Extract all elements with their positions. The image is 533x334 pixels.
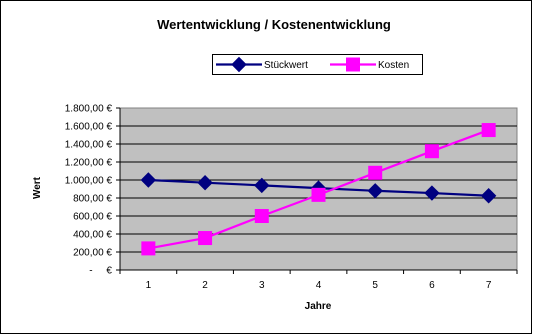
- data-point: [424, 185, 440, 201]
- data-point: [311, 187, 326, 202]
- legend-item: Kosten: [330, 57, 409, 72]
- data-point: [140, 172, 157, 188]
- data-point: [480, 188, 497, 204]
- y-tick-label: 1.200,00 €: [65, 158, 113, 169]
- legend-box: [212, 54, 423, 75]
- y-tick-label: 1.000,00 €: [65, 176, 113, 187]
- x-tick-label: 6: [429, 280, 435, 291]
- x-axis-title: Jahre: [305, 301, 332, 312]
- y-tick-label: 400,00 €: [73, 230, 112, 241]
- y-tick-label: 800,00 €: [73, 194, 112, 205]
- x-tick-label: 3: [259, 280, 265, 291]
- legend: Stückwert Kosten: [212, 54, 423, 75]
- data-point: [141, 241, 156, 256]
- y-axis-title: Wert: [32, 176, 43, 199]
- data-point: [197, 174, 213, 191]
- y-tick-label: 1.800,00 €: [65, 104, 113, 115]
- y-tick-label: 1.400,00 €: [65, 140, 113, 151]
- y-tick-label: 600,00 €: [73, 212, 112, 223]
- y-tick-label: 200,00 €: [73, 248, 112, 259]
- grid-lines: [120, 125, 517, 253]
- legend-item: Stückwert: [216, 56, 308, 73]
- data-point: [367, 183, 383, 199]
- data-point: [254, 209, 269, 223]
- data-point: [481, 123, 496, 138]
- series-kosten: [141, 123, 496, 256]
- x-tick-label: 5: [372, 280, 378, 291]
- x-tick-label: 7: [486, 280, 492, 291]
- series-layer: [140, 123, 497, 256]
- legend-marker: [231, 56, 247, 73]
- x-tick-label: 4: [316, 280, 322, 291]
- data-point: [368, 165, 383, 180]
- y-tick-label: - €: [89, 266, 112, 277]
- legend-label: Kosten: [378, 60, 409, 71]
- y-tick-label: 1.600,00 €: [65, 122, 113, 133]
- chart-title: Wertentwicklung / Kostenentwicklung: [157, 17, 391, 32]
- x-tick-label: 1: [146, 280, 152, 291]
- axes: - € 200,00 € 400,00 € 600,00 € 800,00 € 1.000…: [65, 104, 518, 291]
- data-point: [254, 177, 270, 194]
- legend-marker: [346, 57, 360, 72]
- x-tick-label: 2: [202, 280, 208, 291]
- data-point: [198, 231, 213, 246]
- legend-label: Stückwert: [264, 60, 308, 71]
- data-point: [424, 144, 439, 159]
